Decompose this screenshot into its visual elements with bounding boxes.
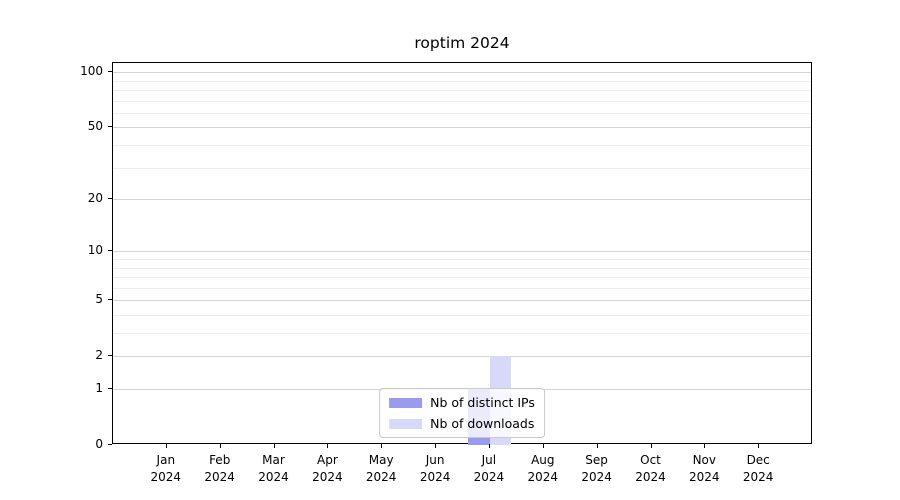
bars-layer bbox=[113, 63, 811, 445]
legend-label: Nb of distinct IPs bbox=[430, 395, 535, 410]
x-tick-label: Dec 2024 bbox=[742, 453, 774, 484]
x-tick-label: Aug 2024 bbox=[527, 453, 559, 484]
legend-swatch bbox=[389, 418, 423, 429]
x-tick-label: Mar 2024 bbox=[258, 453, 289, 484]
x-tick-mark bbox=[758, 444, 760, 448]
y-tick-label: 10 bbox=[87, 242, 103, 257]
y-tick-mark bbox=[108, 250, 112, 252]
major-gridline bbox=[113, 300, 811, 302]
x-tick-label: Jan 2024 bbox=[150, 453, 182, 484]
x-tick-label: Jul 2024 bbox=[473, 453, 505, 484]
y-tick-mark bbox=[108, 299, 112, 301]
y-tick-label: 2 bbox=[95, 347, 103, 362]
minor-gridline bbox=[113, 314, 811, 316]
y-tick-mark bbox=[108, 388, 112, 389]
x-tick-mark bbox=[165, 444, 167, 448]
y-tick-mark bbox=[108, 444, 112, 445]
x-tick-label: Nov 2024 bbox=[689, 453, 720, 484]
y-tick-label: 0 bbox=[95, 436, 103, 451]
minor-gridline bbox=[113, 258, 811, 260]
chart-title: roptim 2024 bbox=[414, 34, 510, 52]
x-tick-mark bbox=[704, 444, 706, 448]
major-gridline bbox=[113, 199, 811, 200]
x-tick-mark bbox=[381, 444, 383, 448]
minor-gridline bbox=[113, 167, 811, 169]
y-tick-label: 1 bbox=[95, 380, 103, 395]
x-tick-mark bbox=[596, 444, 598, 448]
legend-swatch bbox=[389, 397, 423, 408]
minor-gridline bbox=[113, 287, 811, 289]
y-tick-mark bbox=[108, 355, 112, 357]
x-tick-label: May 2024 bbox=[365, 453, 397, 484]
x-tick-mark bbox=[327, 444, 329, 448]
x-tick-mark bbox=[542, 444, 544, 448]
legend-item: Nb of downloads bbox=[389, 415, 535, 432]
legend-label: Nb of downloads bbox=[430, 416, 535, 431]
minor-gridline bbox=[113, 144, 811, 146]
minor-gridline bbox=[113, 112, 811, 114]
y-tick-label: 20 bbox=[87, 190, 103, 205]
minor-gridline bbox=[113, 333, 811, 334]
major-gridline bbox=[113, 72, 811, 74]
x-tick-mark bbox=[488, 444, 490, 448]
y-tick-mark bbox=[108, 198, 112, 199]
minor-gridline bbox=[113, 89, 811, 91]
x-tick-label: Oct 2024 bbox=[635, 453, 666, 484]
y-tick-label: 100 bbox=[80, 63, 103, 78]
legend: Nb of distinct IPs Nb of downloads bbox=[379, 388, 545, 438]
minor-gridline bbox=[113, 100, 811, 102]
x-tick-label: Sep 2024 bbox=[581, 453, 612, 484]
y-tick-mark bbox=[108, 71, 112, 73]
major-gridline bbox=[113, 356, 811, 358]
minor-gridline bbox=[113, 80, 811, 82]
x-tick-mark bbox=[435, 444, 437, 448]
y-tick-mark bbox=[108, 126, 112, 128]
plot-area: Nb of distinct IPs Nb of downloads bbox=[112, 62, 812, 445]
minor-gridline bbox=[113, 277, 811, 278]
x-tick-mark bbox=[219, 444, 221, 448]
major-gridline bbox=[113, 127, 811, 129]
y-tick-label: 50 bbox=[87, 118, 103, 133]
y-tick-label: 5 bbox=[95, 291, 103, 306]
minor-gridline bbox=[113, 267, 811, 269]
x-tick-mark bbox=[650, 444, 652, 448]
x-tick-label: Jun 2024 bbox=[419, 453, 451, 484]
x-tick-label: Apr 2024 bbox=[312, 453, 343, 484]
x-tick-label: Feb 2024 bbox=[204, 453, 235, 484]
major-gridline bbox=[113, 251, 811, 253]
x-tick-mark bbox=[273, 444, 275, 448]
legend-item: Nb of distinct IPs bbox=[389, 394, 535, 411]
